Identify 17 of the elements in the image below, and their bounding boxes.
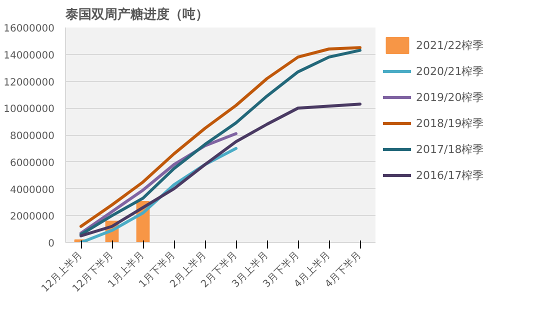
y-tick-label: 4000000 (10, 184, 55, 196)
legend-label: 2016/17榨季 (416, 168, 484, 182)
y-tick-label: 0 (48, 238, 55, 250)
legend-label: 2020/21榨季 (416, 64, 484, 78)
legend-label: 2019/20榨季 (416, 90, 484, 104)
legend-label: 2021/22榨季 (416, 38, 484, 52)
y-tick-label: 16000000 (4, 24, 55, 34)
y-tick-label: 8000000 (10, 131, 55, 142)
chart-title: 泰国双周产糖进度（吨） (64, 6, 208, 22)
y-tick-label: 6000000 (10, 158, 55, 169)
line-series (80, 102, 362, 238)
y-tick-label: 14000000 (4, 50, 55, 62)
y-tick-label: 2000000 (10, 212, 55, 223)
y-tick-label: 10000000 (4, 104, 55, 116)
legend-label: 2017/18榨季 (416, 142, 484, 156)
legend-label: 2018/19榨季 (416, 116, 484, 130)
y-tick-label: 12000000 (4, 77, 55, 88)
